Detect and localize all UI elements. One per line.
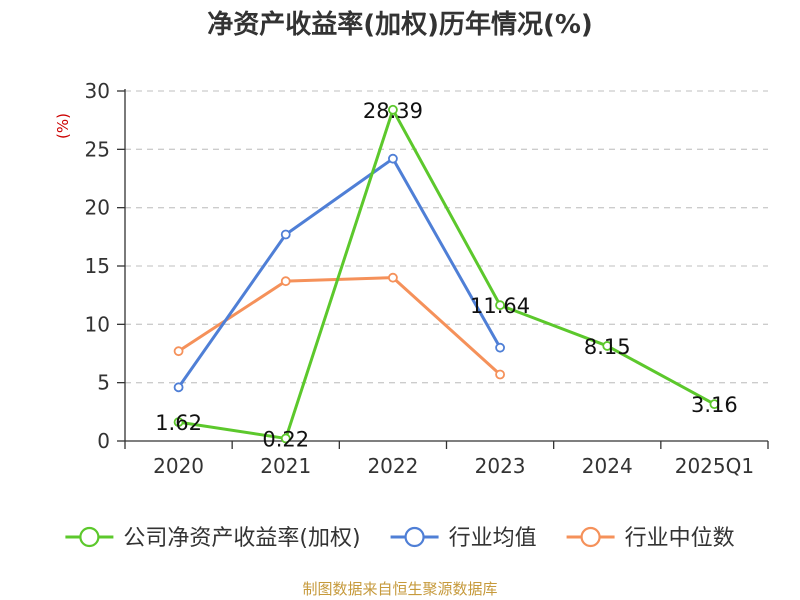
legend-label: 公司净资产收益率(加权) bbox=[123, 526, 360, 551]
data-label: 8.15 bbox=[584, 335, 631, 359]
axes: 0 5 10 15 20 25 30 2020 2021 2022 2023 2024 2025Q1 bbox=[85, 79, 769, 478]
legend: 公司净资产收益率(加权) 行业均值 行业中位数 bbox=[65, 526, 735, 551]
series-line bbox=[177, 276, 502, 376]
series-2 bbox=[173, 272, 505, 380]
data-point bbox=[173, 382, 184, 393]
legend-item-2[interactable]: 行业中位数 bbox=[566, 526, 735, 551]
y-axis-label: (%) bbox=[54, 113, 72, 139]
y-tick-label: 25 bbox=[85, 137, 110, 161]
legend-item-1[interactable]: 行业均值 bbox=[390, 526, 537, 551]
data-label: 3.16 bbox=[691, 393, 738, 417]
y-tick-label: 20 bbox=[85, 196, 110, 220]
data-point bbox=[495, 300, 505, 311]
series-line bbox=[178, 108, 716, 440]
legend-marker-icon bbox=[580, 526, 601, 548]
legend-label: 行业均值 bbox=[449, 526, 537, 551]
legend-item-0[interactable]: 公司净资产收益率(加权) bbox=[65, 526, 361, 551]
data-label: 1.62 bbox=[155, 411, 202, 435]
x-tick-label: 2025Q1 bbox=[675, 454, 754, 478]
x-tick-label: 2022 bbox=[367, 454, 418, 478]
data-point bbox=[388, 272, 398, 283]
y-tick-label: 30 bbox=[85, 79, 110, 103]
legend-marker-icon bbox=[79, 526, 100, 548]
x-tick-label: 2020 bbox=[153, 454, 204, 478]
y-tick-label: 15 bbox=[85, 254, 110, 278]
x-tick-label: 2024 bbox=[582, 454, 633, 478]
data-label: 0.22 bbox=[262, 427, 309, 451]
legend-label: 行业中位数 bbox=[625, 526, 735, 551]
series-0 bbox=[173, 104, 720, 444]
data-point bbox=[709, 399, 720, 410]
legend-marker-icon bbox=[404, 526, 425, 548]
series-line bbox=[177, 157, 502, 389]
y-tick-label: 5 bbox=[97, 371, 110, 395]
series-1 bbox=[173, 153, 505, 393]
y-tick-label: 10 bbox=[85, 312, 110, 336]
data-point bbox=[602, 341, 613, 351]
x-tick-label: 2023 bbox=[475, 454, 526, 478]
grid-lines bbox=[125, 90, 768, 384]
data-point bbox=[173, 346, 184, 357]
data-point bbox=[388, 153, 398, 164]
data-point bbox=[495, 369, 505, 380]
data-point bbox=[388, 104, 398, 115]
data-label: 28.39 bbox=[363, 99, 423, 123]
data-point bbox=[173, 417, 184, 428]
y-tick-label: 0 bbox=[97, 429, 110, 453]
source-note: 制图数据来自恒生聚源数据库 bbox=[302, 580, 497, 598]
data-point bbox=[280, 433, 291, 444]
chart-title: 净资产收益率(加权)历年情况(%) bbox=[207, 9, 593, 40]
series-lines bbox=[173, 104, 720, 444]
x-tick-label: 2021 bbox=[260, 454, 311, 478]
data-point bbox=[495, 342, 505, 353]
data-point bbox=[280, 229, 291, 240]
data-point bbox=[280, 276, 291, 287]
data-labels: 1.62 0.22 28.39 11.64 8.15 3.16 bbox=[155, 99, 738, 452]
data-label: 11.64 bbox=[470, 294, 530, 318]
